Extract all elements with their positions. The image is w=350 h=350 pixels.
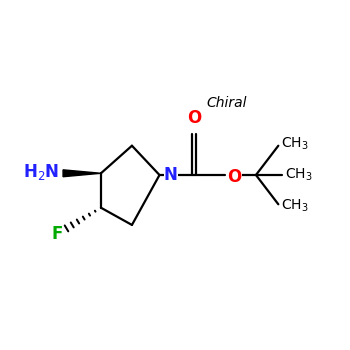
Text: H$_2$N: H$_2$N [22,162,59,182]
Text: Chiral: Chiral [206,96,247,110]
Text: O: O [227,168,241,186]
Polygon shape [63,170,101,177]
Text: CH$_3$: CH$_3$ [281,136,309,152]
Text: N: N [164,166,177,184]
Text: O: O [187,109,201,127]
Text: CH$_3$: CH$_3$ [281,198,309,214]
Text: CH$_3$: CH$_3$ [285,167,312,183]
Text: F: F [52,225,63,243]
